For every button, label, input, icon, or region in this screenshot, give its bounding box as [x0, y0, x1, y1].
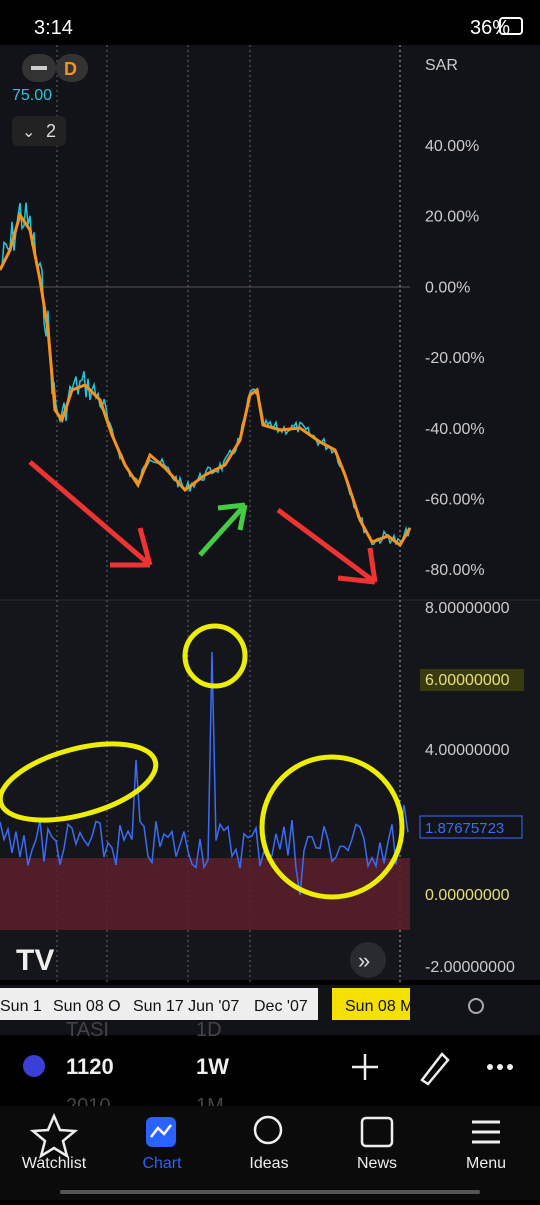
circle-mark — [259, 754, 405, 900]
indicator-tick-label: 4.00000000 — [425, 742, 510, 759]
gesture-bar — [60, 1190, 480, 1194]
circle-mark — [182, 623, 248, 689]
pane-button[interactable] — [12, 116, 66, 146]
indicator-axis: 8.00000000 6.00000000 4.00000000 0.00000000… — [420, 600, 524, 976]
battery-icon — [499, 17, 523, 35]
price-tick-label: -20.00% — [425, 350, 485, 367]
time-labels: Sun 1 Sun 08 O Sun 17 Jun '07 Dec '07 — [0, 998, 308, 1015]
red-arrow — [276, 507, 378, 585]
average-line — [0, 211, 412, 548]
green-arrow — [198, 502, 248, 557]
add-icon[interactable] — [352, 1054, 378, 1080]
price-tick-label: -60.00% — [425, 492, 485, 509]
chart-icon-line — [150, 1124, 172, 1138]
price-axis: 40.00% 20.00% 0.00% -20.00% -40.00% -60.00% -8… — [425, 138, 485, 579]
tick-highlight — [420, 669, 524, 691]
nav-label[interactable]: Menu — [466, 1155, 506, 1172]
interval: D — [64, 59, 77, 79]
symbol[interactable]: 1120 — [66, 1054, 114, 1079]
symbol-interval[interactable]: 1W — [196, 1054, 229, 1079]
time-cursor: Sun 08 M — [345, 998, 413, 1015]
annotations — [0, 460, 405, 900]
logo: TV — [16, 944, 54, 977]
watchlist-icon[interactable] — [29, 1112, 79, 1159]
indicator-tick-label: 8.00000000 — [425, 600, 510, 617]
time-cursor-box — [332, 988, 410, 1020]
symbol-icon — [23, 1055, 45, 1077]
price-label: 75.00 — [12, 87, 52, 104]
price-tick-label: -40.00% — [425, 421, 485, 438]
time-label: Sun 1 — [0, 998, 42, 1015]
interval-ghost: 1D — [196, 1019, 222, 1041]
status-time: 3:14 — [34, 17, 73, 39]
time-label: Sun 08 O — [53, 998, 121, 1015]
time-label: Sun 17 Jun '07 — [133, 998, 239, 1015]
indicator-line — [0, 651, 409, 896]
indicator-tick-label: 0.00000000 — [425, 887, 510, 904]
indicator-value: 1.87675723 — [425, 820, 504, 837]
time-label: Dec '07 — [254, 998, 308, 1015]
ellipse-mark — [0, 741, 159, 823]
draw-icon[interactable] — [420, 1052, 450, 1086]
symbol-ghost: TASI — [66, 1019, 109, 1041]
nav-label[interactable]: Chart — [142, 1155, 182, 1172]
menu-icon[interactable] — [472, 1120, 500, 1144]
status-battery: 36% — [470, 17, 510, 39]
nav-label[interactable]: Watchlist — [22, 1155, 87, 1172]
time-range — [0, 988, 318, 1020]
currency[interactable]: SAR — [425, 57, 458, 74]
price-tick-label: 0.00% — [425, 279, 470, 296]
pane-chevron: ⌄ — [22, 124, 35, 141]
pane-count: 2 — [46, 121, 56, 141]
nav-label[interactable]: Ideas — [249, 1155, 288, 1172]
nav-label[interactable]: News — [357, 1155, 397, 1172]
scroll-icon: » — [358, 948, 370, 973]
indicator-tick-label: -2.00000000 — [425, 959, 515, 976]
toggle-icon — [31, 66, 47, 70]
price-tick-label: 40.00% — [425, 138, 479, 155]
ideas-icon[interactable] — [253, 1115, 283, 1145]
news-icon[interactable] — [360, 1116, 394, 1148]
more-icon[interactable] — [487, 1064, 513, 1070]
price-tick-label: 20.00% — [425, 209, 479, 226]
scroll-button[interactable] — [350, 942, 386, 978]
red-arrow — [28, 460, 153, 568]
indicator-tick-label: 6.00000000 — [425, 672, 510, 689]
price-pane — [0, 45, 540, 600]
value-badge — [419, 815, 523, 839]
settings-icon[interactable] — [468, 998, 484, 1014]
plot-lines — [0, 202, 412, 896]
nav-labels: Watchlist Chart Ideas News Menu — [22, 1155, 506, 1172]
vertical-markers — [56, 45, 401, 985]
interval-button[interactable] — [56, 54, 88, 82]
price-tick-label: -80.00% — [425, 562, 485, 579]
bottom-nav — [0, 1106, 540, 1200]
